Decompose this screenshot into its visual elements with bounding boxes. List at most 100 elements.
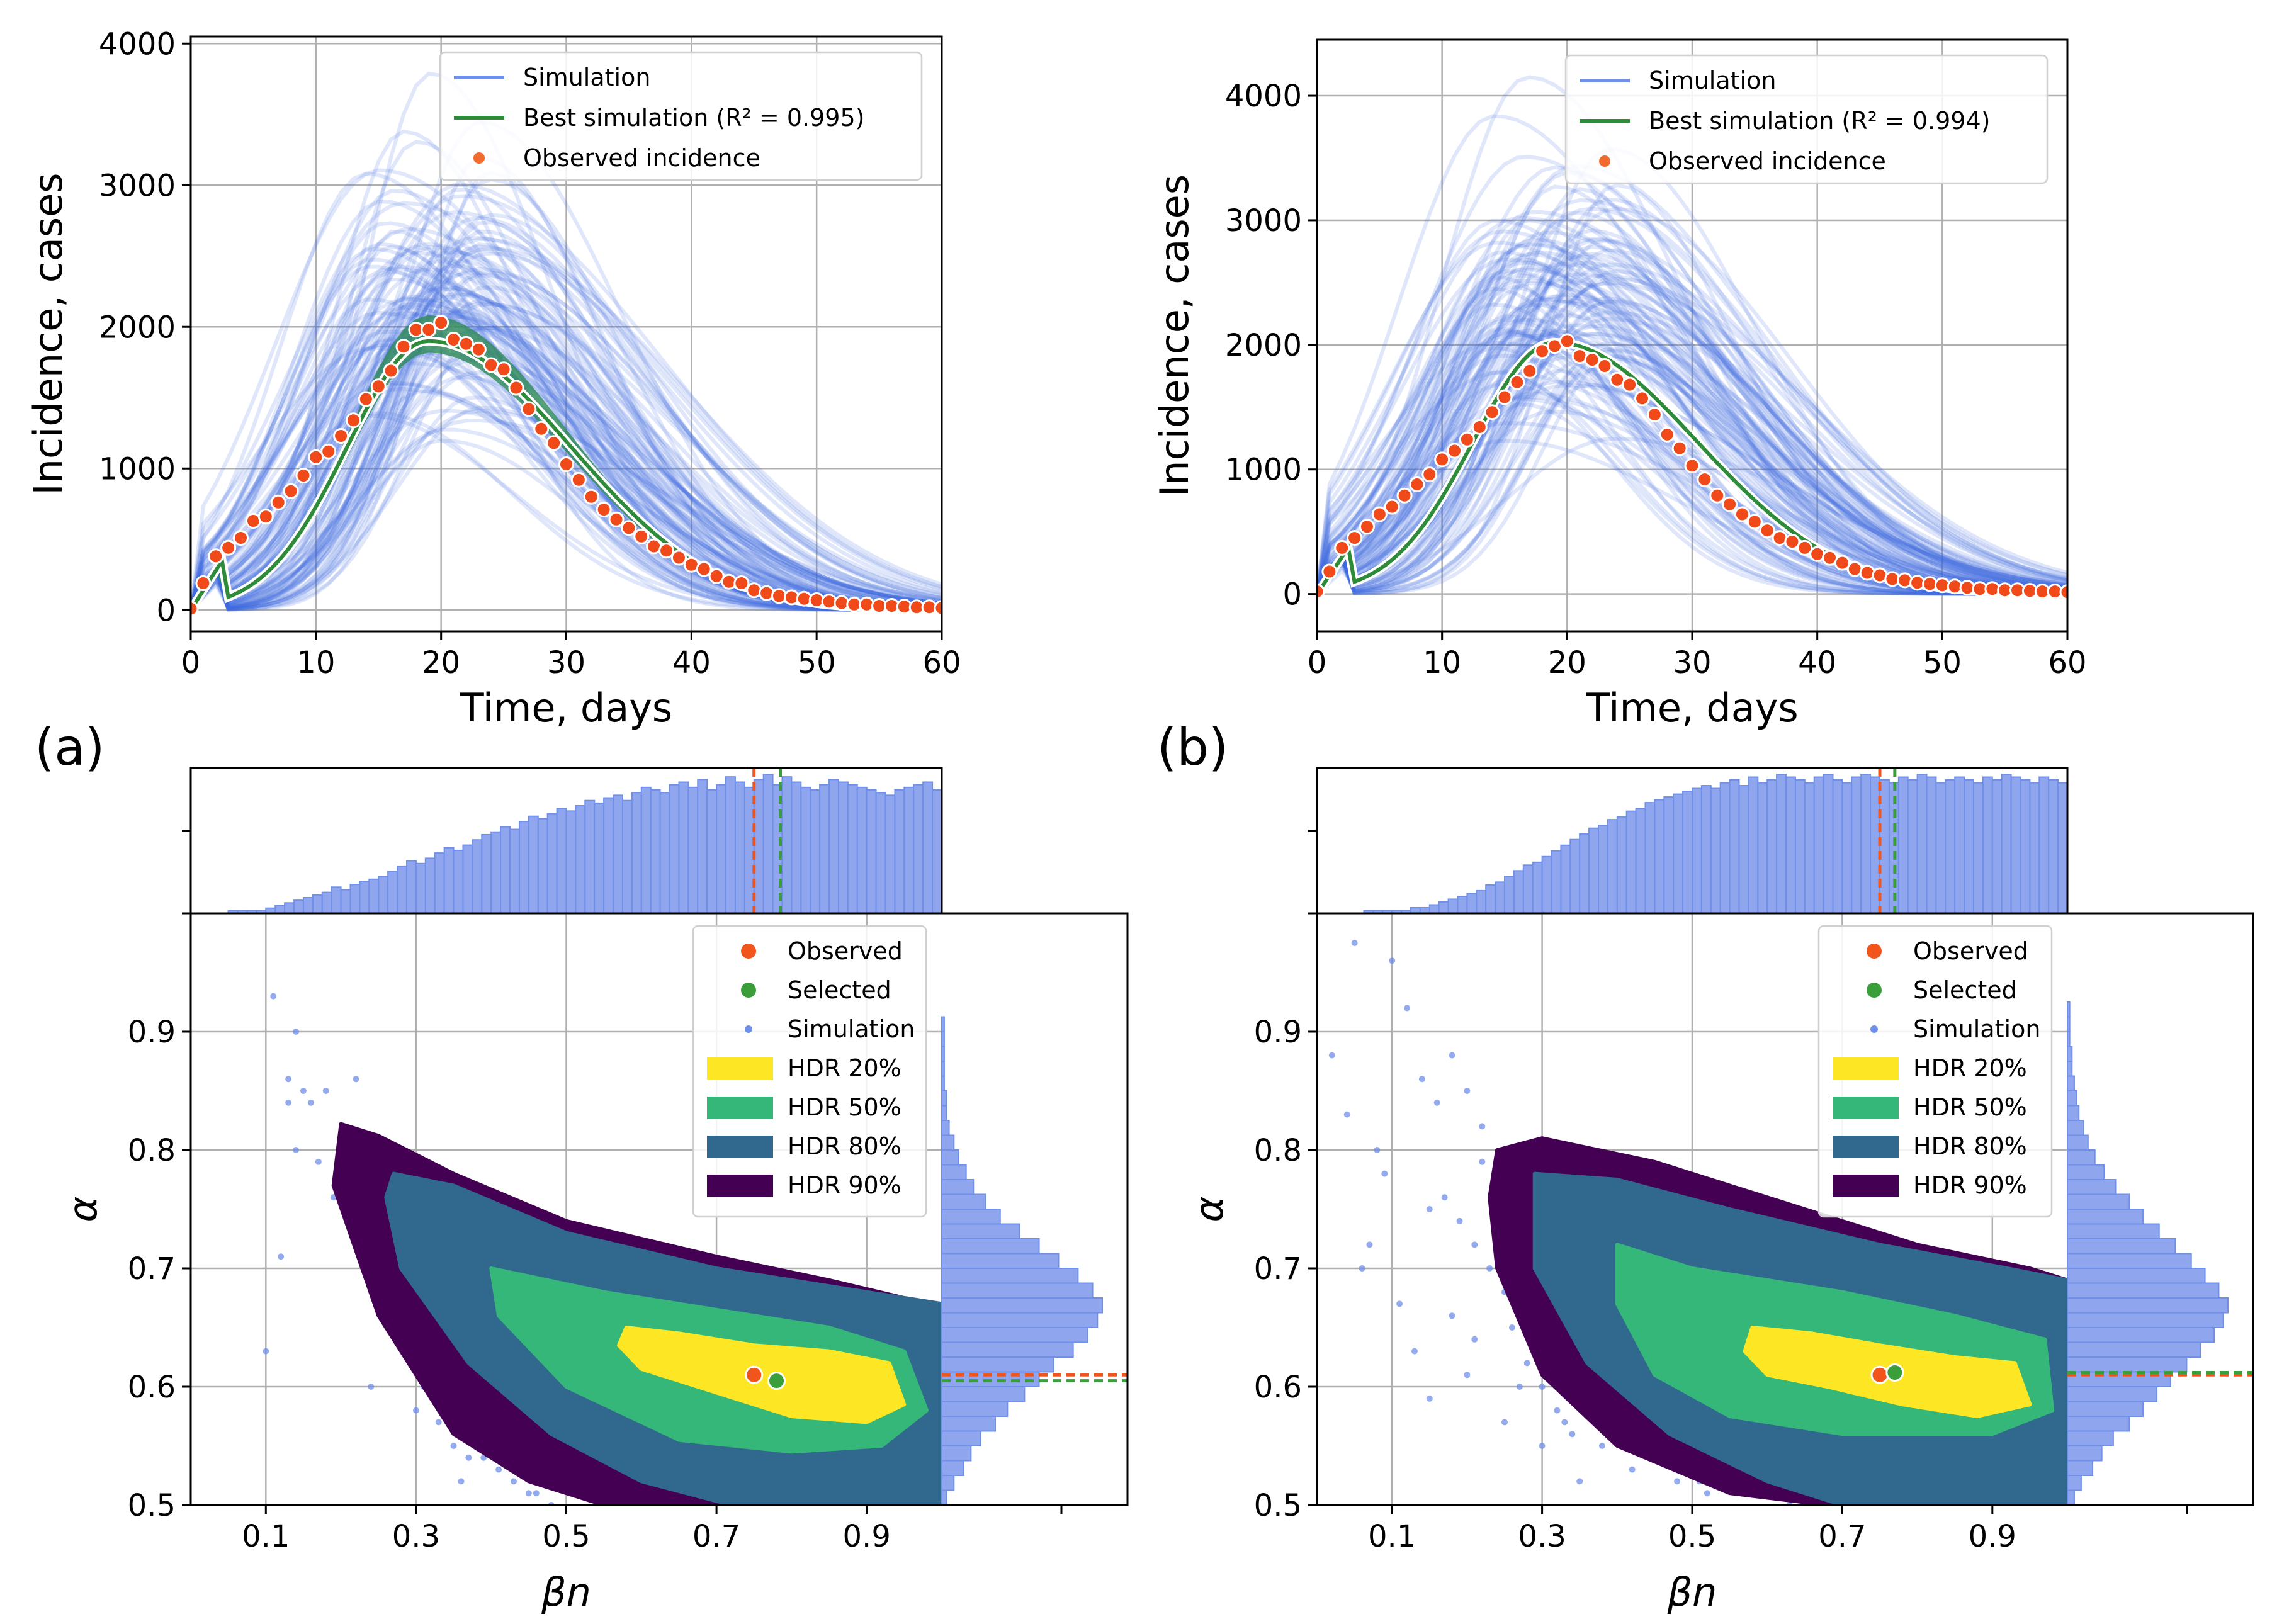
legend-box	[1564, 54, 2049, 184]
simulation-line	[191, 227, 942, 611]
observed-point	[1522, 363, 1538, 379]
top-hist-bar	[884, 794, 896, 915]
top-hist-bar	[1476, 889, 1487, 914]
top-hist-bar	[2057, 782, 2069, 915]
simulation-line	[191, 313, 942, 611]
simulation-point	[1523, 1360, 1530, 1367]
legend-label: HDR 50%	[1913, 1093, 2027, 1121]
top-hist-bar	[1644, 802, 1656, 915]
top-hist-bar	[302, 896, 314, 914]
right-hist-bar	[2067, 1297, 2229, 1314]
observed-point	[1434, 451, 1450, 468]
observed-point	[1722, 496, 1738, 512]
y-tick-label: 0.7	[1254, 1251, 1302, 1287]
top-hist-bar	[1495, 881, 1506, 914]
legend-swatch	[1833, 1097, 1899, 1119]
legend-label: Observed	[788, 937, 903, 965]
observed-point	[1671, 440, 1688, 456]
simulation-point	[1561, 1419, 1568, 1426]
simulation-line	[1317, 380, 2067, 595]
legend-label: HDR 50%	[788, 1093, 901, 1121]
simulation-point	[1381, 1170, 1388, 1177]
simulation-point	[533, 1490, 540, 1497]
simulation-point	[1418, 1076, 1425, 1083]
top-hist-bar	[1823, 774, 1834, 914]
top-hist-bar	[405, 860, 417, 914]
observed-point	[320, 443, 337, 460]
simulation-line	[191, 297, 942, 611]
right-hist-bar	[2067, 1149, 2096, 1166]
top-hist-bar	[359, 881, 370, 915]
simulation-point	[1359, 1265, 1365, 1272]
top-hist-bar	[274, 905, 286, 915]
simulation-line	[1317, 286, 2067, 596]
top-hist-bar	[312, 894, 323, 914]
y-tick-label: 0.8	[1254, 1133, 1302, 1168]
simulation-point	[1539, 1384, 1546, 1390]
y-tick-label: 0.6	[128, 1370, 176, 1405]
simulation-point	[1328, 1052, 1335, 1059]
observed-point	[1634, 390, 1651, 407]
x-axis-label: βn	[541, 1569, 591, 1615]
simulation-line	[191, 414, 942, 612]
legend-label: HDR 80%	[788, 1132, 901, 1160]
observed-point	[1684, 458, 1700, 474]
top-hist-bar	[913, 784, 924, 914]
simulation-point	[525, 1490, 532, 1497]
simulation-line	[1317, 276, 2067, 596]
top-hist-bar	[1504, 876, 1515, 914]
right-hist-bar	[2067, 1268, 2206, 1284]
top-hist-bar	[819, 784, 830, 914]
top-hist-bar	[594, 802, 605, 914]
simulation-line	[1317, 281, 2067, 595]
simulation-line	[1317, 317, 2067, 595]
right-hist-bar	[941, 1268, 1079, 1284]
right-hist-bar	[2067, 1401, 2144, 1417]
right-hist-bar	[941, 1401, 1009, 1417]
observed-point	[395, 339, 412, 355]
top-hist-bar	[1738, 785, 1749, 914]
right-hist-bar	[2067, 1489, 2075, 1506]
top-hist-bar	[631, 792, 642, 915]
simulation-line	[1317, 206, 2067, 595]
top-hist-bar	[791, 781, 802, 914]
top-hist-bar	[397, 865, 407, 914]
x-tick-label: 10	[1423, 645, 1461, 680]
legend-swatch	[1833, 1136, 1899, 1158]
observed-point	[1471, 419, 1488, 435]
simulation-point	[1569, 1431, 1576, 1438]
top-hist-bar	[1616, 816, 1627, 915]
x-tick-label: 0.7	[1818, 1519, 1866, 1554]
top-hist-bar	[387, 871, 398, 914]
y-tick-label: 0.9	[1254, 1015, 1302, 1050]
observed-point	[208, 548, 224, 565]
simulation-point	[1456, 1217, 1463, 1224]
right-hist-bar	[2067, 1164, 2105, 1180]
top-hist-bar	[1513, 870, 1524, 914]
legend-label: Simulation	[1913, 1015, 2040, 1043]
observed-point	[1746, 514, 1763, 530]
top-hist-bar	[565, 810, 577, 914]
simulation-line	[1317, 250, 2067, 595]
simulation-line	[191, 337, 942, 612]
simulation-point	[293, 1147, 300, 1153]
observed-point	[1797, 539, 1813, 556]
observed-point	[1509, 374, 1525, 390]
top-hist-bar	[1935, 782, 1947, 915]
top-hist-bar	[2038, 776, 2050, 915]
top-hist-bar	[1654, 799, 1665, 914]
top-hist-bar	[2029, 782, 2040, 915]
observed-point	[270, 494, 286, 510]
observed-point	[1559, 333, 1575, 349]
observed-point	[934, 600, 942, 616]
chart-a-joint: 0.1 0.3 0.5 0.7 0.9 0.5 0.6 0.7 0.8 0.9 βn α Observe…	[60, 767, 1129, 1615]
observed-point	[1597, 358, 1613, 374]
joint-plot-area	[263, 993, 942, 1505]
observed-point	[1496, 389, 1513, 405]
chart-a-top: 0 10 20 30 40 50 60 0 1000 2000 3000 4000 Time, days…	[25, 26, 961, 731]
right-hist-bar	[2067, 1445, 2103, 1462]
simulation-line	[1317, 369, 2067, 596]
top-hist-bar	[509, 828, 520, 914]
right-hist-bar	[941, 1149, 960, 1166]
